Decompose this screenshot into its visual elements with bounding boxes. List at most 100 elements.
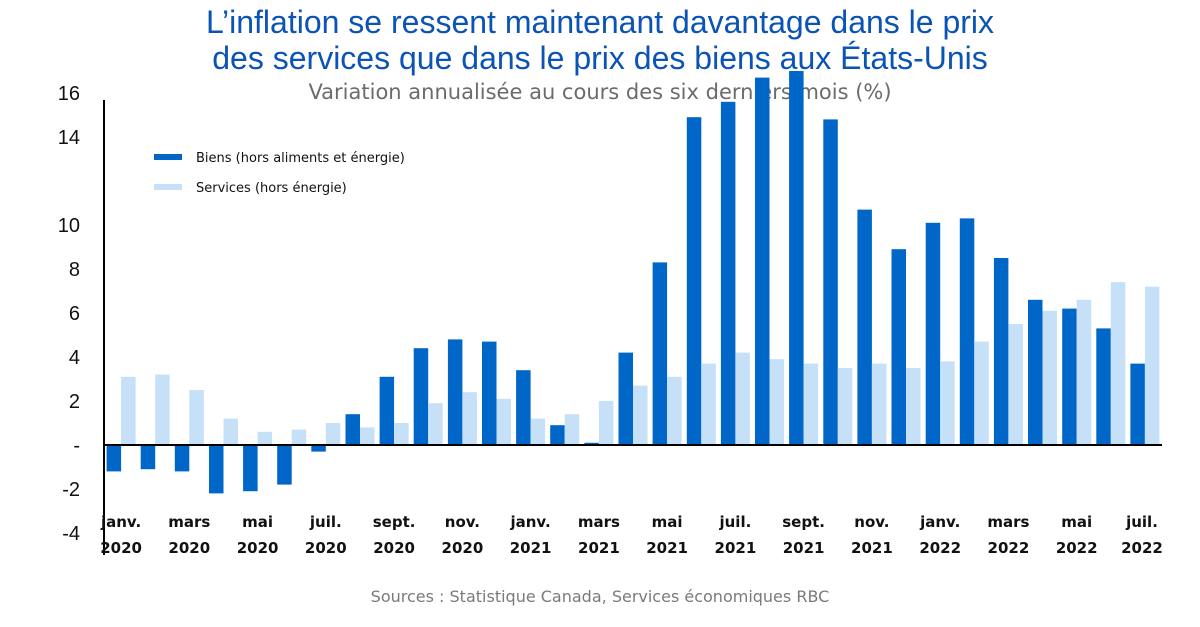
chart-title-line2: des services que dans le prix des biens … xyxy=(212,40,988,76)
chart-title: L’inflation se ressent maintenant davant… xyxy=(0,4,1200,76)
bar-biens xyxy=(209,445,224,494)
bar-services xyxy=(325,423,341,445)
x-tick-year: 2022 xyxy=(919,539,961,557)
x-tick-year: 2020 xyxy=(305,539,347,557)
bar-services xyxy=(1110,282,1126,445)
x-tick-month: mars xyxy=(987,513,1029,531)
x-tick-month: mai xyxy=(242,513,273,531)
x-axis-ticks: janv. 2020 mars 2020 mai 2020 juil. 2020 sept. 20… xyxy=(100,513,1163,557)
x-tick-month: janv. xyxy=(100,513,141,531)
y-tick-label: -4 xyxy=(62,523,80,545)
bar-services xyxy=(530,418,546,445)
bar-biens xyxy=(345,414,360,445)
y-tick-label: 10 xyxy=(58,215,80,237)
bar-services xyxy=(1042,310,1057,445)
bar-services xyxy=(189,390,204,445)
bar-services xyxy=(803,363,819,445)
bar-biens xyxy=(1062,308,1077,445)
bar-biens xyxy=(413,348,429,445)
y-tick-label: 16 xyxy=(58,83,80,105)
x-tick-month: nov. xyxy=(445,513,480,531)
chart-title-line1: L’inflation se ressent maintenant davant… xyxy=(205,4,995,40)
chart-source: Sources : Statistique Canada, Services é… xyxy=(370,587,830,606)
x-tick-month: sept. xyxy=(373,513,416,531)
bar-services xyxy=(633,385,648,445)
bar-services xyxy=(735,352,750,445)
series-services-bars xyxy=(121,282,1160,445)
y-tick-label: 2 xyxy=(69,391,80,413)
x-tick-month: janv. xyxy=(919,513,960,531)
bar-biens xyxy=(277,445,292,485)
bar-services xyxy=(360,427,375,445)
bar-services xyxy=(155,374,170,445)
bar-biens xyxy=(789,71,804,445)
bar-biens xyxy=(686,117,702,445)
bar-biens xyxy=(482,341,497,445)
x-tick-year: 2021 xyxy=(715,539,757,557)
bar-biens xyxy=(618,352,633,445)
legend-label-biens: Biens (hors aliments et énergie) xyxy=(196,151,405,166)
bar-biens xyxy=(993,258,1009,445)
y-tick-label: -2 xyxy=(62,479,80,501)
bar-biens xyxy=(959,218,975,445)
legend-swatch-services xyxy=(154,184,182,190)
bar-biens xyxy=(311,445,326,452)
x-tick-year: 2020 xyxy=(237,539,279,557)
x-tick-year: 2022 xyxy=(1121,539,1163,557)
bar-biens xyxy=(720,101,736,446)
bar-services xyxy=(1076,299,1092,445)
x-tick-month: juil. xyxy=(1125,513,1158,531)
x-tick-month: mai xyxy=(652,513,683,531)
bar-biens xyxy=(584,442,599,445)
bar-services xyxy=(496,398,511,445)
bar-services xyxy=(428,403,443,445)
bar-services xyxy=(291,429,307,445)
x-tick-year: 2021 xyxy=(510,539,552,557)
bar-biens xyxy=(1096,328,1111,445)
bar-biens xyxy=(379,376,395,445)
bar-services xyxy=(598,401,614,445)
bar-services xyxy=(462,392,477,445)
x-tick-month: sept. xyxy=(782,513,825,531)
bar-biens xyxy=(447,339,463,445)
x-tick-year: 2020 xyxy=(100,539,142,557)
x-tick-year: 2021 xyxy=(783,539,825,557)
bar-services xyxy=(1008,324,1023,445)
bar-biens xyxy=(652,262,668,445)
x-tick-month: mai xyxy=(1061,513,1092,531)
x-tick-year: 2022 xyxy=(1056,539,1098,557)
y-tick-label: 6 xyxy=(69,303,80,325)
bar-services xyxy=(769,359,784,445)
bar-services xyxy=(121,376,136,445)
bar-services xyxy=(564,414,580,445)
x-tick-month: nov. xyxy=(854,513,889,531)
bar-biens xyxy=(106,445,122,472)
bar-services xyxy=(394,423,409,445)
x-tick-year: 2021 xyxy=(646,539,688,557)
x-tick-year: 2021 xyxy=(851,539,893,557)
bar-services xyxy=(940,361,955,445)
bar-biens xyxy=(550,425,565,445)
x-tick-year: 2020 xyxy=(168,539,210,557)
x-tick-month: mars xyxy=(168,513,210,531)
legend-label-services: Services (hors énergie) xyxy=(196,181,347,196)
bar-services xyxy=(701,363,716,445)
x-tick-year: 2020 xyxy=(373,539,415,557)
bar-biens xyxy=(1028,299,1043,445)
x-tick-year: 2021 xyxy=(578,539,620,557)
x-tick-year: 2020 xyxy=(442,539,484,557)
bar-services xyxy=(667,376,682,445)
x-tick-month: janv. xyxy=(509,513,550,531)
y-tick-label: - xyxy=(73,435,80,457)
bar-services xyxy=(223,418,238,445)
y-tick-label: 8 xyxy=(69,259,80,281)
y-tick-label: 14 xyxy=(58,127,80,149)
legend-swatch-biens xyxy=(154,154,182,160)
x-tick-month: juil. xyxy=(718,513,751,531)
bar-services xyxy=(257,431,273,445)
bar-biens xyxy=(140,445,156,470)
x-tick-month: juil. xyxy=(309,513,342,531)
bar-biens xyxy=(891,249,906,445)
x-tick-month: mars xyxy=(578,513,620,531)
